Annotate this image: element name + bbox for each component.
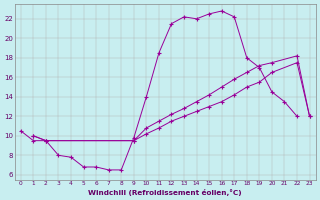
X-axis label: Windchill (Refroidissement éolien,°C): Windchill (Refroidissement éolien,°C) — [88, 189, 242, 196]
